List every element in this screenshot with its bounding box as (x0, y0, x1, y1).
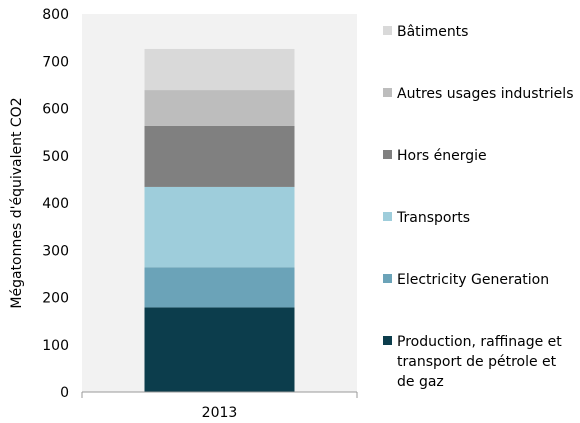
y-tick-label: 100 (42, 338, 69, 354)
bar-segment (144, 307, 295, 392)
x-axis-ticks: 2013 (202, 405, 238, 421)
y-tick-label: 0 (60, 385, 69, 401)
legend: Bâtiments Autres usages industriels Hors é… (383, 24, 573, 390)
bar-segment (144, 125, 295, 187)
legend-label: Hors énergie (397, 148, 487, 164)
y-tick-label: 400 (42, 196, 69, 212)
bar-segment (144, 267, 295, 308)
legend-swatch (383, 26, 392, 35)
legend-label: Production, raffinage et transport de pét… (397, 334, 562, 390)
legend-swatch (383, 274, 392, 283)
legend-swatch (383, 88, 392, 97)
y-tick-label: 700 (42, 54, 69, 70)
y-tick-label: 800 (42, 7, 69, 23)
y-tick-label: 500 (42, 149, 69, 165)
legend-swatch (383, 336, 392, 345)
y-axis-ticks: 0 100 200 300 400 500 600 700 800 (42, 7, 69, 401)
legend-swatch (383, 212, 392, 221)
y-axis-label: Mégatonnes d'équivalent CO2 (9, 97, 25, 308)
legend-label: Autres usages industriels (397, 86, 573, 102)
bar-segment (144, 48, 295, 91)
bar-segment (144, 90, 295, 126)
y-tick-label: 600 (42, 102, 69, 118)
legend-label: Electricity Generation (397, 272, 549, 288)
legend-label: Transports (396, 210, 470, 226)
y-tick-label: 300 (42, 243, 69, 259)
bar-segment (144, 186, 295, 268)
legend-label: Bâtiments (397, 24, 468, 40)
legend-swatch (383, 150, 392, 159)
x-tick-label: 2013 (202, 405, 238, 421)
bar-segments (144, 48, 295, 392)
y-tick-label: 200 (42, 291, 69, 307)
